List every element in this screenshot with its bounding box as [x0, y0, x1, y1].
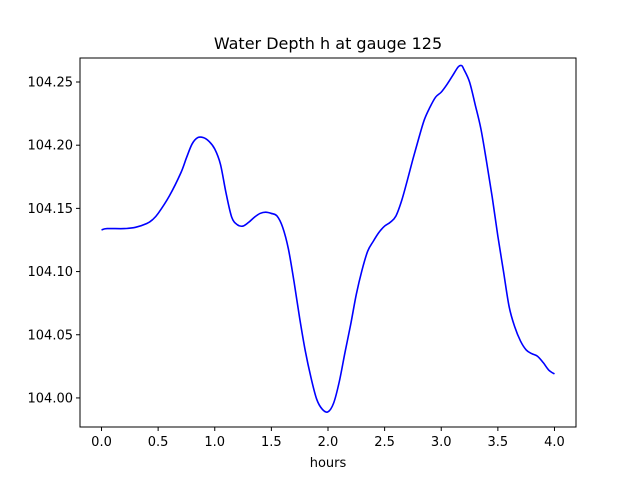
y-tick-label: 104.10 — [28, 265, 74, 280]
y-axis: 104.00 104.05 104.10 104.15 104.20 104.25 — [28, 76, 80, 406]
series-line-0 — [101, 64, 555, 413]
x-tick-label: 3.5 — [488, 435, 509, 450]
chart-title: Water Depth h at gauge 125 — [214, 34, 442, 53]
x-tick-label: 2.5 — [374, 435, 395, 450]
x-tick-label: 4.0 — [544, 435, 565, 450]
x-tick-label: 0.5 — [148, 435, 169, 450]
x-tick-label: 1.5 — [261, 435, 282, 450]
x-tick-label: 1.0 — [204, 435, 225, 450]
y-tick-label: 104.20 — [28, 139, 74, 154]
x-axis-label: hours — [310, 456, 347, 471]
x-tick-label: 3.0 — [431, 435, 452, 450]
x-tick-label: 2.0 — [318, 435, 339, 450]
y-tick-label: 104.05 — [28, 328, 74, 343]
y-tick-label: 104.00 — [28, 391, 74, 406]
x-axis: 0.0 0.5 1.0 1.5 2.0 2.5 3.0 3.5 4.0 — [91, 427, 565, 450]
x-tick-label: 0.0 — [91, 435, 112, 450]
y-tick-label: 104.15 — [28, 202, 74, 217]
plot-area — [101, 64, 555, 413]
y-tick-label: 104.25 — [28, 76, 74, 91]
